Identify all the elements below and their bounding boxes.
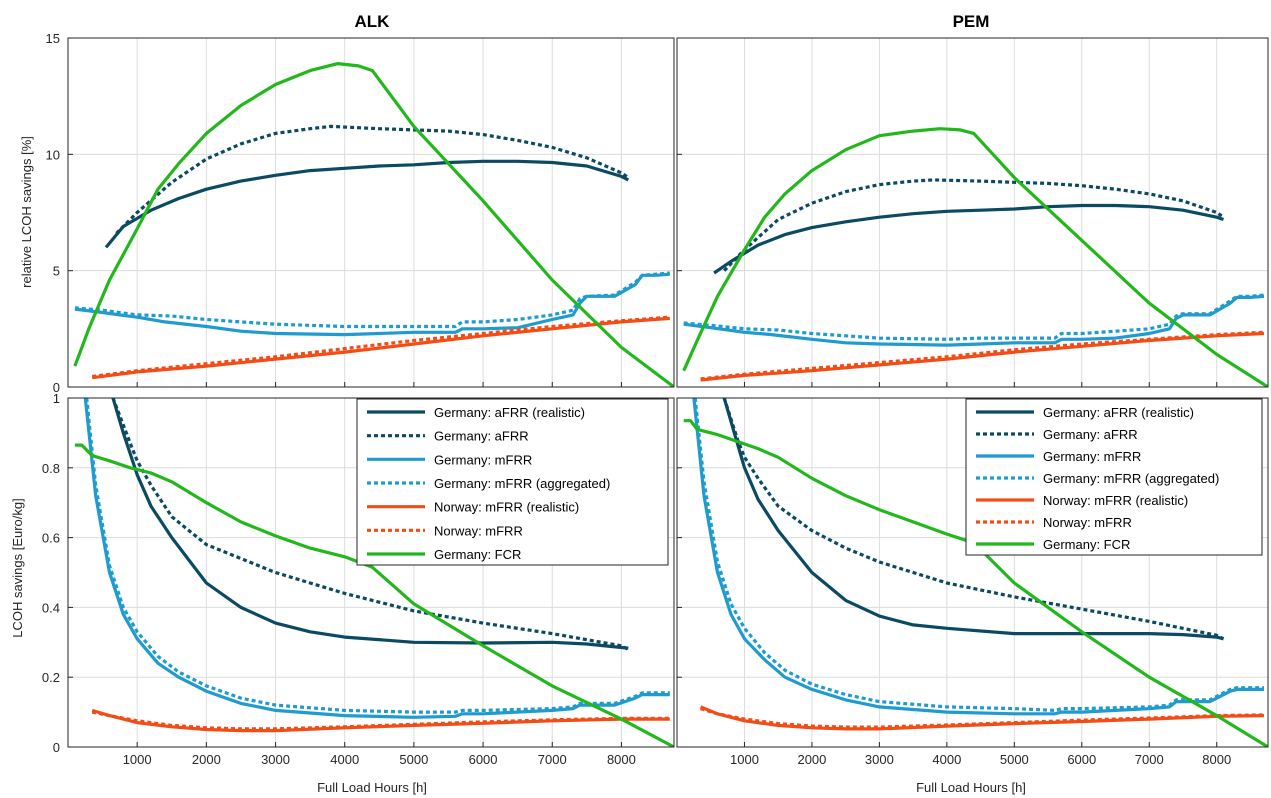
series-line-no_mfrr [91,710,670,731]
legend-label-de_afrr_real: Germany: aFRR (realistic) [434,405,585,420]
series-line-no_mfrr_real [91,316,670,380]
x-tick-label: 6000 [1067,752,1096,767]
y-tick-label: 15 [46,31,60,46]
legend-label-de_mfrr_agg: Germany: mFRR (aggregated) [434,476,610,491]
series-line-no_mfrr_real [91,708,670,733]
xlabel-alk: Full Load Hours [h] [317,780,427,795]
legend-label-no_mfrr_real: Norway: mFRR (realistic) [434,500,579,515]
x-tick-label: 7000 [1135,752,1164,767]
y-tick-label: 0.6 [42,531,60,546]
panel-pem_bottom: 1000 2000 3000 4000 5000 6000 7000 8000 Germany:… [676,397,1269,767]
legend-label-de_afrr: Germany: aFRR [1043,427,1138,442]
axes-frame [67,37,675,388]
series-line-de_afrr_real [104,159,630,249]
x-tick-label: 1000 [730,752,759,767]
plot-area [68,38,674,387]
y-tick-label: 0.8 [42,461,60,476]
series-line-de_fcr [73,62,674,387]
series-line-de_mfrr [83,398,670,719]
legend-label-de_fcr: Germany: FCR [1043,537,1130,552]
y-tick-label: 5 [53,264,60,279]
series-group [74,398,674,747]
series-line-de_afrr_real [713,203,1225,275]
x-tick-label: 5000 [1000,752,1029,767]
series-line-de_afrr [115,124,630,235]
series-line-de_mfrr_agg [683,293,1265,341]
series-line-de_fcr [683,419,1268,747]
x-tick-label: 7000 [538,752,567,767]
series-line-no_mfrr [700,707,1265,729]
x-tick-label: 6000 [469,752,498,767]
y-tick-label: 0.2 [42,670,60,685]
series-line-no_mfrr [700,330,1265,381]
series-group [683,398,1268,747]
panel-alk_top: 0 5 10 15 [46,31,675,395]
y-tick-label: 0 [53,740,60,755]
series-line-de_fcr [682,127,1268,387]
legend-label-de_mfrr_agg: Germany: mFRR (aggregated) [1043,471,1219,486]
x-tick-label: 2000 [192,752,221,767]
axes-frame [67,397,675,748]
series-line-de_afrr_real [722,398,1224,641]
x-tick-label: 5000 [399,752,428,767]
panel-alk_bottom: 0 0.2 0.4 0.6 0.8 1 1000 2000 3000 4000 5000 6000 70… [42,391,675,767]
x-tick-label: 4000 [330,752,359,767]
series-line-de_mfrr_agg [85,398,670,714]
series-group [682,127,1268,387]
legend-label-no_mfrr: Norway: mFRR [434,523,523,538]
y-tick-label: 1 [53,391,60,406]
y-tick-label: 0 [53,380,60,395]
legend: Germany: aFRR (realistic) Germany: aFRR Ge… [965,398,1263,556]
xlabel-pem: Full Load Hours [h] [916,780,1026,795]
series-line-no_mfrr [91,315,670,379]
legend-label-de_fcr: Germany: FCR [434,547,521,562]
legend-label-de_afrr_real: Germany: aFRR (realistic) [1043,405,1194,420]
legend-label-no_mfrr_real: Norway: mFRR (realistic) [1043,493,1188,508]
series-line-de_afrr_real [111,398,629,650]
legend: Germany: aFRR (realistic) Germany: aFRR Ge… [356,398,669,566]
panel-pem_top [676,37,1269,388]
title-pem: PEM [953,12,990,31]
series-line-de_mfrr_agg [74,271,670,329]
ylabel-bottom: LCOH savings [Euro/kg] [10,498,25,637]
series-line-de_afrr [723,178,1225,272]
series-group [73,62,674,387]
legend-label-no_mfrr: Norway: mFRR [1043,515,1132,530]
ylabel-top: relative LCOH savings [%] [19,136,34,288]
axes-frame [676,397,1269,748]
axes-frame [676,37,1269,388]
series-line-de_fcr [74,443,674,747]
series-line-de_mfrr_agg [693,398,1264,712]
x-tick-label: 3000 [865,752,894,767]
series-line-de_mfrr [74,272,670,337]
legend-label-de_afrr: Germany: aFRR [434,429,529,444]
legend-label-de_mfrr: Germany: mFRR [434,452,532,467]
legend-box [356,398,669,566]
series-line-de_afrr [111,398,630,651]
x-tick-label: 8000 [1202,752,1231,767]
x-tick-label: 1000 [123,752,152,767]
x-tick-label: 8000 [607,752,636,767]
legend-label-de_mfrr: Germany: mFRR [1043,449,1141,464]
y-tick-label: 0.4 [42,600,60,615]
x-tick-label: 2000 [797,752,826,767]
series-line-de_afrr [722,398,1225,641]
y-tick-label: 10 [46,147,60,162]
title-alk: ALK [355,12,391,31]
legend-box [965,398,1263,556]
panels: 0 5 10 15 0 0.2 0.4 0.6 0.8 1 1000 2000 3000 4000 5000… [42,31,1269,767]
x-tick-label: 4000 [932,752,961,767]
x-tick-label: 3000 [261,752,290,767]
